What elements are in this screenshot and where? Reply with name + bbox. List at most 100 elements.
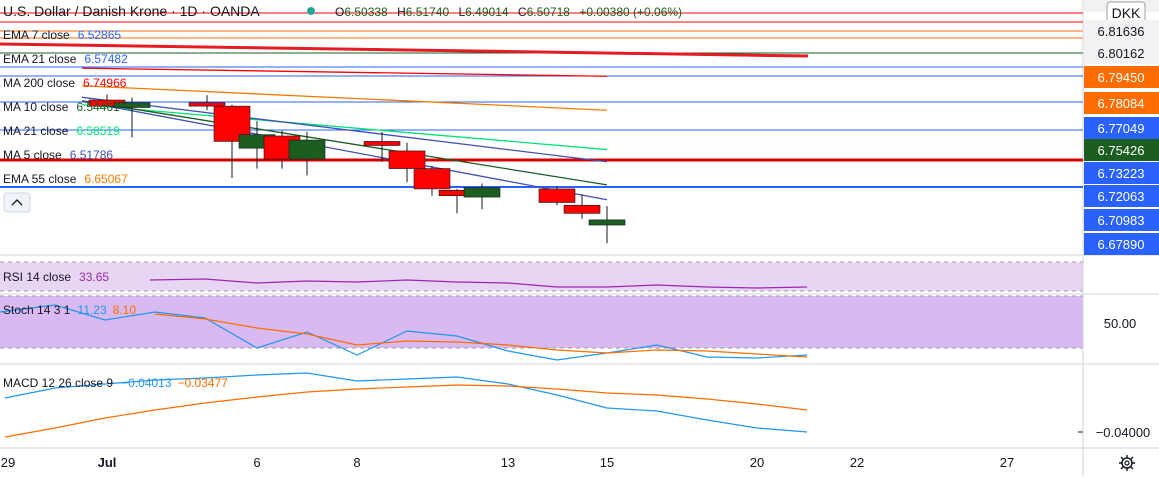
price-label: 6.77049 [1098, 121, 1145, 136]
high-value: 6.51740 [406, 5, 450, 19]
macd-signal-value: −0.03477 [177, 376, 228, 390]
collapse-legend-button[interactable] [3, 192, 31, 213]
indicator-label[interactable]: MA 21 close 6.58519 [3, 124, 120, 138]
candle-body-down [188, 102, 226, 107]
indicator-label[interactable]: MA 10 close 6.54461 [3, 100, 120, 114]
price-badge: 6.67890 [1084, 233, 1159, 255]
price-badge: 6.70983 [1084, 209, 1159, 231]
rsi-line [149, 278, 808, 289]
rsi-band [0, 262, 1083, 291]
candle-body-down [388, 150, 426, 169]
candle [388, 142, 426, 183]
price-badge: 6.81636 [1084, 20, 1159, 42]
candle [113, 97, 151, 138]
candle-body-up [288, 139, 326, 160]
time-axis-label: 22 [850, 455, 864, 470]
stoch-k-line [0, 304, 808, 361]
time-axis[interactable]: 29 Jul 6 8 13 15 20 22 27 [1, 455, 1014, 470]
indicator-value: 6.57482 [84, 52, 128, 66]
candle [588, 206, 626, 244]
time-axis-label: 13 [501, 455, 515, 470]
indicator-legend[interactable]: EMA 7 close 6.52865 EMA 21 close 6.57482 M… [3, 28, 128, 186]
candle-body-down [538, 188, 576, 203]
stoch-axis-label: 50.00 [1104, 316, 1137, 331]
candle-body-down [413, 168, 451, 190]
stoch-band [0, 296, 1083, 348]
chevron-up-icon [11, 199, 23, 206]
close-value: 6.50718 [527, 5, 571, 19]
candle [288, 131, 326, 176]
stoch-d-line [154, 313, 808, 358]
time-axis-label: 6 [253, 455, 260, 470]
open-value: 6.50338 [344, 5, 388, 19]
macd-signal-line [4, 384, 808, 438]
indicator-label[interactable]: MA 200 close 6.74966 [3, 76, 127, 90]
chart-title: U.S. Dollar / Danish Krone · 1D · OANDA [3, 3, 260, 19]
horizontal-levels [0, 12, 1083, 188]
price-label: 6.73223 [1098, 166, 1145, 181]
time-axis-label: 15 [600, 455, 614, 470]
indicator-label[interactable]: EMA 7 close 6.52865 [3, 28, 121, 42]
candle [463, 183, 501, 210]
candle [538, 186, 576, 206]
price-label: 6.78084 [1098, 96, 1145, 111]
candle-body-up [588, 219, 626, 226]
time-axis-label: 27 [1000, 455, 1014, 470]
ma-line [81, 85, 608, 111]
price-badge: 6.79450 [1084, 66, 1159, 88]
price-axis[interactable]: DKK [1084, 0, 1159, 25]
candle-body-down [363, 141, 401, 146]
low-label: L [458, 5, 465, 19]
indicator-value: 6.65067 [84, 172, 128, 186]
time-axis-label: 20 [750, 455, 764, 470]
indicator-label[interactable]: EMA 21 close 6.57482 [3, 52, 128, 66]
market-status-dot [307, 7, 315, 15]
ma-line [81, 67, 608, 77]
stoch-d-value: 8.10 [113, 303, 137, 317]
currency-label: DKK [1112, 5, 1141, 21]
macd-axis-label: −0.04000 [1096, 425, 1151, 440]
price-badge: 6.75426 [1084, 139, 1159, 161]
candle [413, 165, 451, 196]
price-badge: 6.77049 [1084, 117, 1159, 139]
macd-label[interactable]: MACD 12 26 close 9 −0.04013 −0.03477 [3, 376, 228, 390]
ma-line [81, 100, 608, 186]
close-label: C [518, 5, 527, 19]
indicator-label[interactable]: MA 5 close 6.51786 [3, 148, 113, 162]
trend-line [0, 42, 809, 58]
time-axis-label: 29 [1, 455, 15, 470]
macd-line [4, 372, 808, 433]
price-label: 6.67890 [1098, 237, 1145, 252]
price-label: 6.81636 [1098, 24, 1145, 39]
settings-gear-icon[interactable] [1119, 455, 1135, 471]
indicator-value: 6.58519 [76, 124, 120, 138]
indicator-value: 6.74966 [83, 76, 127, 90]
rsi-label[interactable]: RSI 14 close 33.65 [3, 270, 109, 284]
open-label: O [335, 5, 344, 19]
price-label: 6.79450 [1098, 70, 1145, 85]
price-label: 6.72063 [1098, 189, 1145, 204]
stoch-k-value: 11.23 [78, 303, 107, 317]
low-value: 6.49014 [465, 5, 509, 19]
ma-line [81, 104, 608, 151]
ma-line [81, 96, 608, 163]
candle-body-down [563, 204, 601, 214]
price-badge: 6.73223 [1084, 162, 1159, 184]
candle-body-up [113, 102, 151, 108]
svg-text:O6.50338 H6.51740 L6.4: O6.50338 H6.51740 L6.49014 C6.50718 +0.0… [335, 5, 682, 19]
time-axis-label: 8 [353, 455, 360, 470]
candle [363, 131, 401, 162]
ma-line [81, 100, 608, 201]
stoch-label[interactable]: Stoch 14 3 1 11.23 8.10 [3, 303, 136, 317]
rsi-value: 33.65 [79, 270, 109, 284]
price-badge: 6.78084 [1084, 92, 1159, 114]
high-label: H [397, 5, 406, 19]
indicator-value: 6.51786 [70, 148, 114, 162]
price-badges: 6.81636 6.80162 6.79450 6.78084 6.77049 6.754… [1084, 20, 1159, 255]
indicator-label[interactable]: EMA 55 close 6.65067 [3, 172, 128, 186]
price-label: 6.70983 [1098, 213, 1145, 228]
candle [563, 194, 601, 219]
price-badge: 6.72063 [1084, 185, 1159, 207]
